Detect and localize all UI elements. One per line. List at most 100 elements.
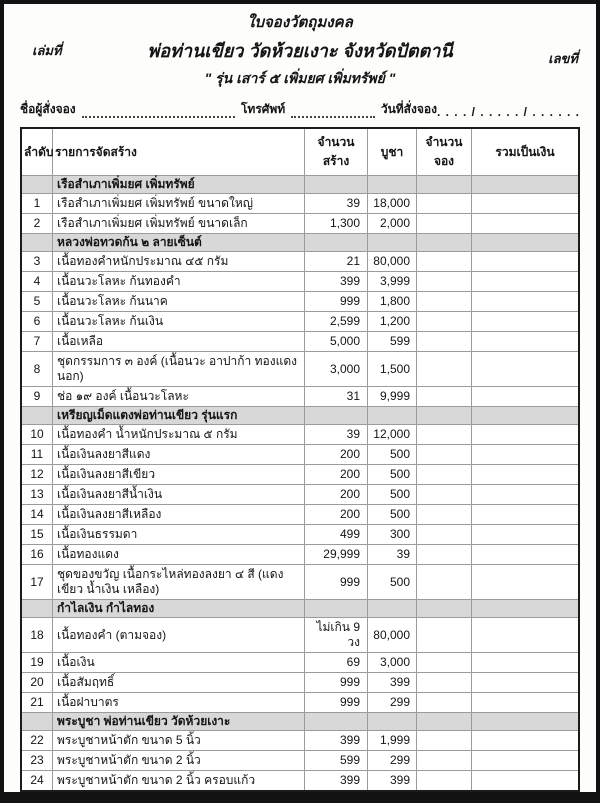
item-order-qty-cell: [416, 271, 472, 292]
item-row: 1 เรือสำเภาเพิ่มยศ เพิ่มทรัพย์ ขนาดใหญ่ 39…: [20, 193, 580, 214]
item-price-cell: 39: [367, 544, 417, 565]
item-row: 21 เนื้อฝาบาตร 999 299: [20, 692, 580, 713]
item-made-cell: 599: [304, 750, 368, 771]
item-desc-cell: เนื้อทองคำหนักประมาณ ๔๕ กรัม: [52, 251, 305, 272]
section-row: เหรียญเม็ดแตงพ่อท่านเขียว รุ่นแรก: [20, 406, 580, 425]
item-desc-cell: เนื้อเงินธรรมดา: [52, 524, 305, 545]
item-made-cell: 39: [304, 193, 368, 214]
item-desc-cell: เนื้อเงิน: [52, 652, 305, 673]
item-index-cell: 22: [20, 730, 53, 751]
item-total-cell: [471, 271, 580, 292]
item-made-cell: 31: [304, 386, 368, 407]
orderer-name-label: ชื่อผู้สั่งจอง: [20, 102, 76, 116]
item-total-cell: [471, 251, 580, 272]
item-index-cell: 10: [20, 424, 53, 445]
section-price-cell: [367, 712, 417, 731]
item-price-cell: 500: [367, 444, 417, 465]
item-made-cell: 399: [304, 770, 368, 792]
item-desc-cell: เรือสำเภาเพิ่มยศ เพิ่มทรัพย์ ขนาดเล็ก: [52, 213, 305, 234]
temple-title: พ่อท่านเขียว วัดห้วยเงาะ จังหวัดปัตตานี: [147, 41, 453, 61]
item-desc-cell: เนื้อทองคำ น้ำหนักประมาณ ๕ กรัม: [52, 424, 305, 445]
col-header-order-qty: จำนวนจอง: [416, 127, 472, 176]
section-qty-cell: [416, 712, 472, 731]
item-total-cell: [471, 730, 580, 751]
item-row: 22 พระบูชาหน้าตัก ขนาด 5 นิ้ว 399 1,999: [20, 730, 580, 751]
item-total-cell: [471, 484, 580, 505]
item-price-cell: 500: [367, 464, 417, 485]
item-index-cell: 5: [20, 291, 53, 312]
section-row: หลวงพ่อทวดก้น ๒ ลายเซ็นต์: [20, 233, 580, 252]
item-price-cell: 80,000: [367, 251, 417, 272]
item-index-cell: 15: [20, 524, 53, 545]
section-qty-cell: [416, 599, 472, 618]
item-row: 15 เนื้อเงินธรรมดา 499 300: [20, 524, 580, 545]
col-header-total: รวมเป็นเงิน: [471, 127, 580, 176]
item-order-qty-cell: [416, 524, 472, 545]
item-desc-cell: เนื้อเหลือ: [52, 331, 305, 352]
total-in-words-label: รวมเงินเป็นตัวอักษร: [22, 799, 153, 803]
item-made-cell: 39: [304, 424, 368, 445]
item-made-cell: 5,000: [304, 331, 368, 352]
item-row: 17 ชุดของขวัญ เนื้อกระไหล่ทองลงยา ๔ สี (แ…: [20, 564, 580, 600]
item-made-cell: 399: [304, 730, 368, 751]
form-header: ใบจองวัตถุมงคล พ่อท่านเขียว วัดห้วยเงาะ …: [20, 8, 580, 90]
item-total-cell: [471, 424, 580, 445]
item-made-cell: 3,000: [304, 351, 368, 387]
item-index-cell: 13: [20, 484, 53, 505]
item-index-cell: 2: [20, 213, 53, 234]
item-row: 12 เนื้อเงินลงยาสีเขียว 200 500: [20, 464, 580, 485]
item-order-qty-cell: [416, 484, 472, 505]
item-made-cell: 999: [304, 564, 368, 600]
item-index-cell: 6: [20, 311, 53, 332]
col-header-price: บูชา: [367, 127, 417, 176]
item-desc-cell: ช่อ ๑๙ องค์ เนื้อนวะโลหะ: [52, 386, 305, 407]
orderer-line: ชื่อผู้สั่งจอง โทรศัพท์ วันที่สั่งจอง . …: [20, 100, 580, 120]
item-desc-cell: เนื้อเงินลงยาสีเหลือง: [52, 504, 305, 525]
item-made-cell: 1,300: [304, 213, 368, 234]
section-index-cell: [20, 599, 53, 618]
item-total-cell: [471, 750, 580, 771]
item-row: 3 เนื้อทองคำหนักประมาณ ๔๕ กรัม 21 80,000: [20, 251, 580, 272]
item-index-cell: 19: [20, 652, 53, 673]
item-row: 14 เนื้อเงินลงยาสีเหลือง 200 500: [20, 504, 580, 525]
col-header-item: รายการจัดสร้าง: [52, 127, 305, 176]
orderer-name-fill-line: [81, 104, 235, 118]
item-order-qty-cell: [416, 351, 472, 387]
section-title-cell: พระบูชา พ่อท่านเขียว วัดห้วยเงาะ: [52, 712, 305, 731]
item-order-qty-cell: [416, 213, 472, 234]
item-total-cell: [471, 193, 580, 214]
section-price-cell: [367, 233, 417, 252]
item-desc-cell: พระบูชาหน้าตัก ขนาด 5 นิ้ว: [52, 730, 305, 751]
item-made-cell: 999: [304, 672, 368, 693]
section-total-cell: [471, 175, 580, 194]
item-order-qty-cell: [416, 692, 472, 713]
item-price-cell: 399: [367, 672, 417, 693]
item-made-cell: ไม่เกิน 9 วง: [304, 617, 368, 653]
item-made-cell: 399: [304, 271, 368, 292]
item-index-cell: 23: [20, 750, 53, 771]
item-desc-cell: เรือสำเภาเพิ่มยศ เพิ่มทรัพย์ ขนาดใหญ่: [52, 193, 305, 214]
section-qty-cell: [416, 406, 472, 425]
item-order-qty-cell: [416, 750, 472, 771]
item-row: 9 ช่อ ๑๙ องค์ เนื้อนวะโลหะ 31 9,999: [20, 386, 580, 407]
item-order-qty-cell: [416, 251, 472, 272]
item-order-qty-cell: [416, 444, 472, 465]
item-price-cell: 299: [367, 750, 417, 771]
section-index-cell: [20, 406, 53, 425]
section-index-cell: [20, 712, 53, 731]
item-price-cell: 500: [367, 504, 417, 525]
item-total-cell: [471, 524, 580, 545]
item-index-cell: 7: [20, 331, 53, 352]
section-price-cell: [367, 599, 417, 618]
section-made-cell: [304, 406, 368, 425]
section-price-cell: [367, 406, 417, 425]
item-row: 5 เนื้อนวะโลหะ ก้นนาค 999 1,800: [20, 291, 580, 312]
item-index-cell: 11: [20, 444, 53, 465]
item-order-qty-cell: [416, 193, 472, 214]
item-row: 16 เนื้อทองแดง 29,999 39: [20, 544, 580, 565]
item-index-cell: 4: [20, 271, 53, 292]
item-total-cell: [471, 213, 580, 234]
total-summary-bar: รวมเงินเป็นตัวอักษร รวมเงินเป็นตัวเลข: [20, 797, 580, 803]
item-order-qty-cell: [416, 564, 472, 600]
section-index-cell: [20, 175, 53, 194]
